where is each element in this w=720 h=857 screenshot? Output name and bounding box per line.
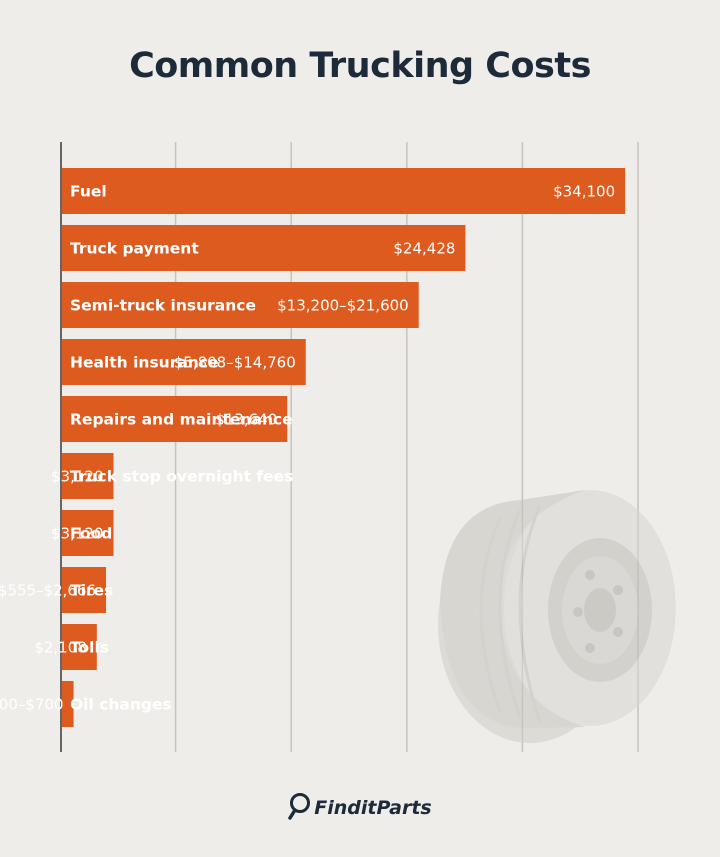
bar-group: Semi-truck insurance $13,200–$21,600 bbox=[62, 282, 419, 328]
bar bbox=[62, 453, 114, 499]
bar-group: Oil changes $300–$700 bbox=[0, 681, 172, 727]
brand-logo: FinditParts bbox=[0, 792, 720, 825]
bar bbox=[62, 681, 74, 727]
bar-value-label: $3,120 bbox=[51, 525, 104, 543]
bar-value-label: $5,808–$14,760 bbox=[174, 354, 296, 372]
bar-category-label: Truck payment bbox=[70, 240, 199, 258]
bar bbox=[62, 339, 306, 385]
bar-value-label: $13,640 bbox=[215, 411, 277, 429]
bar-category-label: Health insurance bbox=[70, 354, 219, 372]
bar-group: Truck payment $24,428 bbox=[62, 225, 466, 271]
bar-group: Health insurance$5,808–$14,760 bbox=[62, 339, 306, 385]
bar-value-label: $34,100 bbox=[553, 183, 615, 201]
bar-group: Truck stop overnight fees$3,120 bbox=[51, 453, 293, 499]
bar bbox=[62, 282, 419, 328]
bar-value-label: $3,120 bbox=[51, 468, 104, 486]
bar-category-label: Semi-truck insurance bbox=[70, 297, 256, 315]
bar bbox=[62, 624, 97, 670]
bar-value-label: $555–$2,666 bbox=[0, 582, 96, 600]
bar-value-label: $300–$700 bbox=[0, 696, 64, 714]
bar-category-label: Fuel bbox=[70, 183, 107, 201]
bars: Fuel $34,100 Truck payment $24,428 Semi-truc… bbox=[0, 168, 626, 727]
bar-group: Tolls$2,108 bbox=[34, 624, 109, 670]
truck-tire-icon bbox=[438, 490, 676, 743]
bar-group: Repairs and maintenance$13,640 bbox=[62, 396, 293, 442]
bar-value-label: $24,428 bbox=[393, 240, 455, 258]
bar bbox=[62, 510, 114, 556]
bar-group: Fuel $34,100 bbox=[62, 168, 626, 214]
bar-category-label: Tolls bbox=[70, 639, 109, 657]
bar-category-label: Tires bbox=[70, 582, 113, 600]
bar-category-label: Truck stop overnight fees bbox=[70, 468, 293, 486]
bar-category-label: Repairs and maintenance bbox=[70, 411, 293, 429]
bar-category-label: Food bbox=[70, 525, 112, 543]
bar-group: Tires$555–$2,666 bbox=[0, 567, 113, 613]
magnifier-logo-icon bbox=[288, 792, 312, 825]
bar bbox=[62, 225, 466, 271]
chart-title: Common Trucking Costs bbox=[129, 46, 591, 86]
bar bbox=[62, 567, 107, 613]
bar-group: Food$3,120 bbox=[51, 510, 114, 556]
bar-category-label: Oil changes bbox=[70, 696, 172, 714]
bar-value-label: $2,108 bbox=[34, 639, 87, 657]
bar bbox=[62, 396, 288, 442]
bar-value-label: $13,200–$21,600 bbox=[277, 297, 409, 315]
bar bbox=[62, 168, 626, 214]
logo-text: FinditParts bbox=[314, 797, 432, 819]
